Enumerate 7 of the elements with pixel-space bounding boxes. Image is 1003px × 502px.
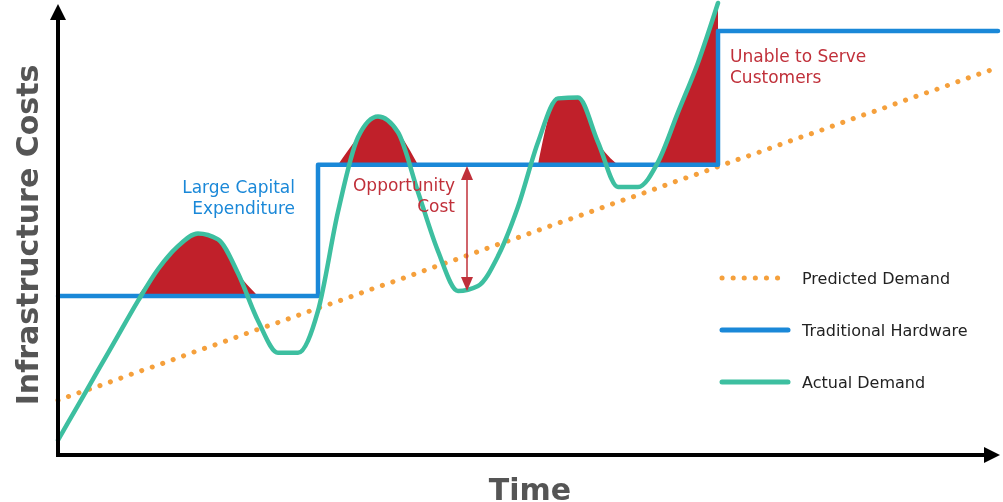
- legend-label: Predicted Demand: [802, 269, 951, 288]
- x-axis-title: Time: [488, 472, 572, 502]
- legend-label: Actual Demand: [802, 373, 926, 392]
- annotation: Large Capital Expenditure: [182, 177, 295, 218]
- legend-label: Traditional Hardware: [801, 321, 968, 340]
- annotation: Unable to Serve Customers: [730, 46, 867, 87]
- y-axis-title: Infrastructure Costs: [10, 64, 45, 406]
